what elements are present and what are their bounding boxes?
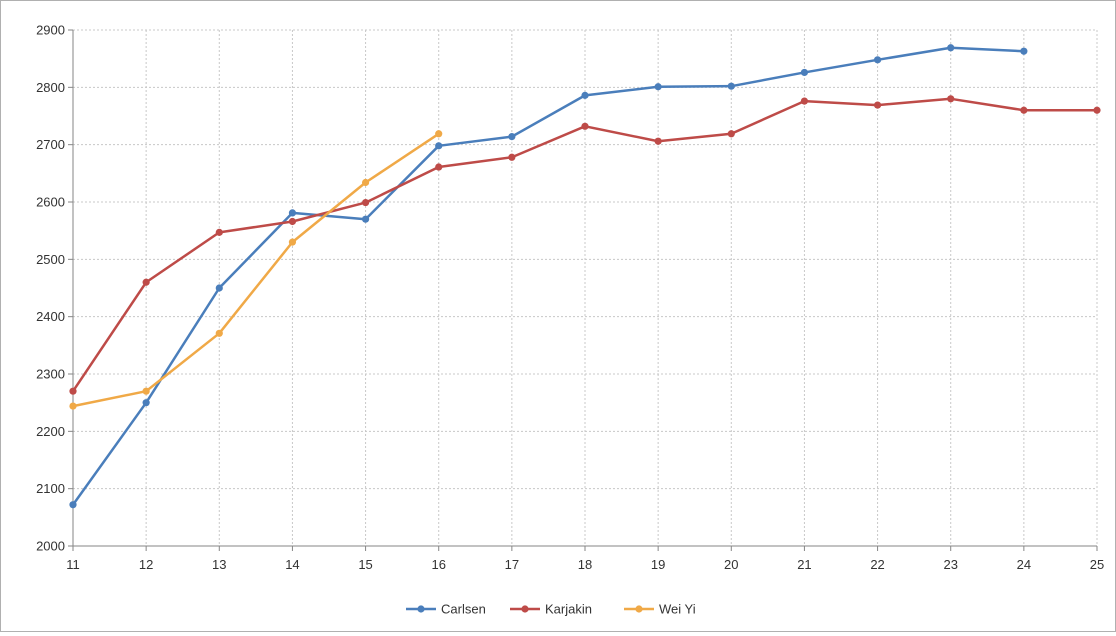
x-tick-label: 21 <box>797 557 811 572</box>
carlsen-point <box>727 82 735 90</box>
wei-yi-point <box>69 402 77 410</box>
series-lines <box>69 44 1101 509</box>
wei-yi-point <box>215 329 223 337</box>
carlsen-point <box>142 399 150 407</box>
y-tick-label: 2700 <box>36 137 65 152</box>
carlsen-point <box>800 68 809 77</box>
karjakin-point <box>435 163 443 171</box>
wei-yi-point <box>435 130 443 138</box>
carlsen-point <box>873 56 882 64</box>
karjakin-point <box>727 130 735 138</box>
x-tick-label: 25 <box>1090 557 1104 572</box>
wei-yi-point <box>361 178 370 187</box>
legend-item-carlsen: Carlsen <box>406 602 486 617</box>
karjakin-point <box>1093 106 1101 114</box>
y-tick-label: 2800 <box>36 80 65 95</box>
series-karjakin <box>69 95 1101 395</box>
karjakin-point <box>800 97 809 105</box>
carlsen-point <box>947 44 955 52</box>
x-tick-label: 16 <box>431 557 445 572</box>
axes: 2000 2100 2200 2300 2400 2500 2600 2700 2800 2900… <box>36 23 1104 573</box>
y-tick-label: 2400 <box>36 309 65 324</box>
karjakin-point <box>1020 106 1028 114</box>
karjakin-point <box>142 278 150 286</box>
series-wei-yi <box>69 130 443 410</box>
x-tick-label: 15 <box>358 557 372 572</box>
y-tick-label: 2100 <box>36 481 65 496</box>
carlsen-point <box>508 133 516 141</box>
y-tick-label: 2600 <box>36 195 65 210</box>
x-tick-label: 17 <box>505 557 519 572</box>
karjakin-point <box>947 95 955 103</box>
x-tick-label: 22 <box>870 557 884 572</box>
grid <box>72 29 1098 547</box>
series-carlsen <box>69 44 1028 509</box>
carlsen-point <box>581 91 589 99</box>
legend-item-wei-yi: Wei Yi <box>624 602 696 617</box>
y-tick-label: 2900 <box>36 23 65 38</box>
carlsen-point <box>654 83 662 91</box>
karjakin-point <box>581 122 589 130</box>
legend-swatch-marker <box>521 605 529 613</box>
wei-yi-point <box>142 387 150 395</box>
legend-swatch-marker <box>635 605 643 613</box>
y-tick-label: 2500 <box>36 252 65 267</box>
wei-yi-point <box>288 238 297 246</box>
karjakin-point <box>288 217 297 226</box>
carlsen-point <box>1020 47 1028 55</box>
wei-yi-line <box>71 132 440 408</box>
y-tick-label: 2000 <box>36 539 65 554</box>
y-tick-label: 2200 <box>36 424 65 439</box>
legend-label: Wei Yi <box>659 602 696 617</box>
karjakin-point <box>508 153 516 161</box>
legend: Carlsen Karjakin Wei Yi <box>406 602 696 617</box>
carlsen-point <box>288 209 297 217</box>
karjakin-point <box>215 228 223 236</box>
legend-item-karjakin: Karjakin <box>510 602 592 617</box>
legend-label: Carlsen <box>441 602 486 617</box>
x-tick-label: 24 <box>1017 557 1031 572</box>
carlsen-point <box>69 501 77 509</box>
x-tick-label: 13 <box>212 557 226 572</box>
x-tick-label: 18 <box>578 557 592 572</box>
legend-label: Karjakin <box>545 602 592 617</box>
karjakin-point <box>361 198 370 207</box>
x-tick-label: 19 <box>651 557 665 572</box>
karjakin-point <box>873 101 882 109</box>
carlsen-line <box>71 46 1026 506</box>
x-tick-label: 12 <box>139 557 153 572</box>
legend-swatch-marker <box>417 605 425 613</box>
x-tick-label: 20 <box>724 557 738 572</box>
y-tick-label: 2300 <box>36 367 65 382</box>
x-tick-label: 23 <box>943 557 957 572</box>
carlsen-point <box>215 284 223 292</box>
carlsen-point <box>435 142 443 150</box>
x-tick-label: 14 <box>285 557 299 572</box>
x-tick-label: 11 <box>66 557 80 572</box>
karjakin-point <box>69 387 77 395</box>
karjakin-point <box>654 137 662 145</box>
carlsen-point <box>361 215 370 223</box>
